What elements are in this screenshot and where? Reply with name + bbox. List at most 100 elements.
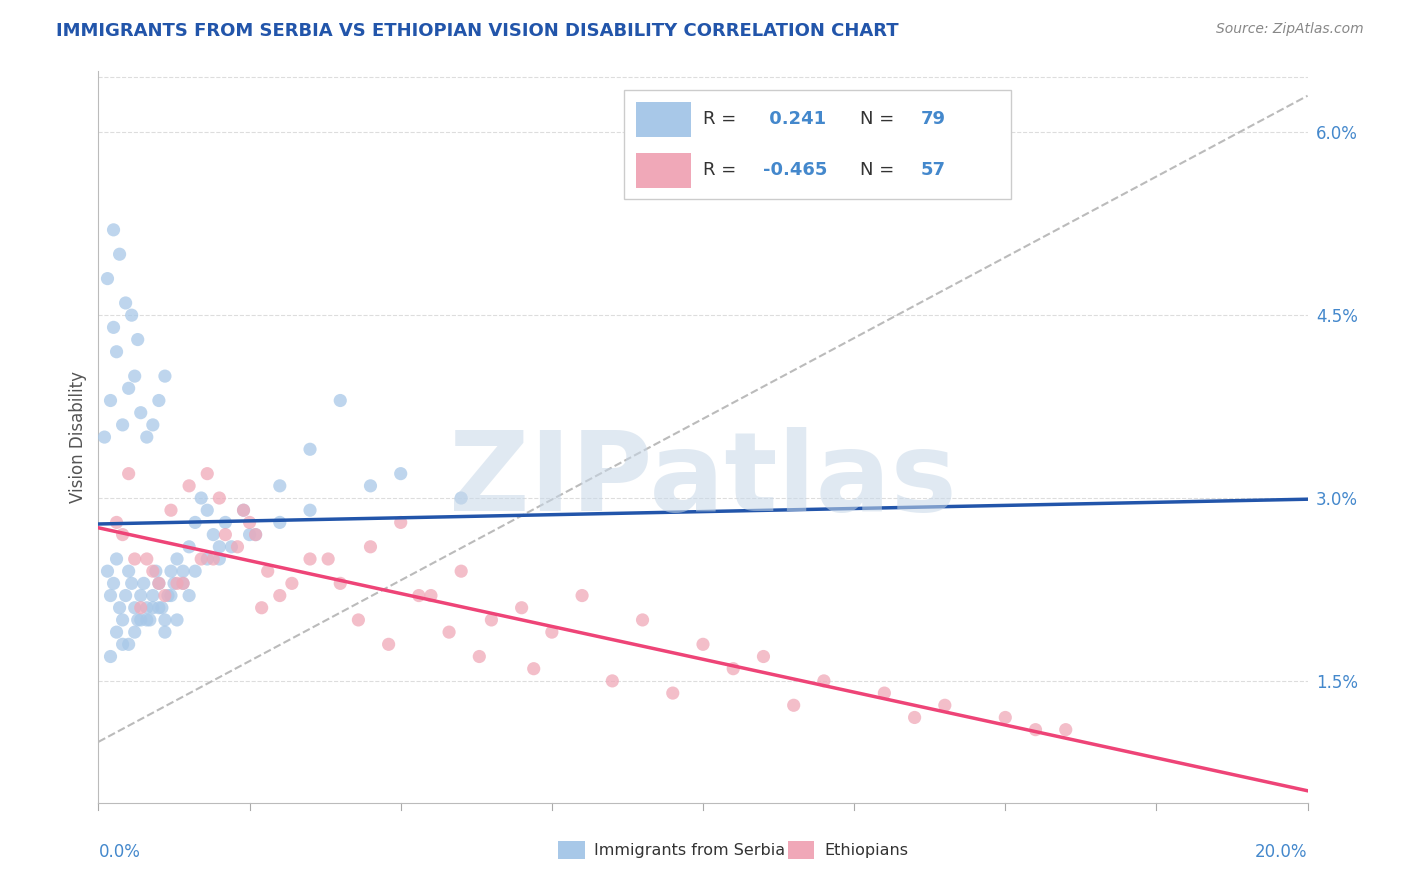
Point — [723, 662, 745, 676]
Y-axis label: Vision Disability: Vision Disability — [69, 371, 87, 503]
Point — [153, 625, 176, 640]
Point — [121, 308, 143, 322]
Point — [93, 430, 115, 444]
Point — [100, 393, 122, 408]
Text: R =: R = — [703, 110, 742, 128]
Text: 0.0%: 0.0% — [98, 843, 141, 861]
Point — [166, 576, 188, 591]
Point — [105, 516, 128, 530]
Point — [179, 589, 201, 603]
Point — [299, 552, 322, 566]
Point — [111, 417, 134, 432]
Point — [208, 552, 231, 566]
Point — [163, 576, 186, 591]
Point — [160, 503, 183, 517]
Point — [179, 479, 201, 493]
Point — [783, 698, 806, 713]
Point — [316, 552, 339, 566]
Point — [904, 710, 927, 724]
Point — [631, 613, 654, 627]
Point — [105, 344, 128, 359]
Point — [111, 527, 134, 541]
Point — [1024, 723, 1046, 737]
Point — [118, 637, 141, 651]
Point — [96, 564, 118, 578]
Text: ZIPatlas: ZIPatlas — [449, 427, 957, 534]
Point — [148, 576, 170, 591]
Point — [468, 649, 491, 664]
Point — [934, 698, 956, 713]
Point — [179, 540, 201, 554]
Point — [114, 589, 136, 603]
Text: 79: 79 — [921, 110, 946, 128]
Point — [299, 503, 322, 517]
Point — [329, 576, 352, 591]
Point — [408, 589, 430, 603]
Point — [148, 576, 170, 591]
Point — [389, 516, 412, 530]
Point — [214, 516, 236, 530]
Point — [127, 613, 149, 627]
Point — [245, 527, 267, 541]
Point — [195, 467, 218, 481]
Point — [118, 467, 141, 481]
Point — [510, 600, 533, 615]
Text: R =: R = — [703, 161, 742, 179]
Point — [172, 576, 194, 591]
Point — [124, 552, 146, 566]
Text: Ethiopians: Ethiopians — [824, 843, 908, 858]
Point — [118, 564, 141, 578]
Point — [571, 589, 593, 603]
Point — [232, 503, 254, 517]
Point — [129, 613, 152, 627]
Point — [752, 649, 775, 664]
Point — [360, 479, 382, 493]
Point — [813, 673, 835, 688]
Point — [148, 600, 170, 615]
Text: Source: ZipAtlas.com: Source: ZipAtlas.com — [1216, 22, 1364, 37]
Point — [172, 564, 194, 578]
Point — [232, 503, 254, 517]
Point — [602, 673, 624, 688]
Text: N =: N = — [860, 161, 900, 179]
Point — [994, 710, 1017, 724]
Point — [156, 589, 179, 603]
Point — [208, 491, 231, 505]
Bar — [637, 153, 690, 188]
Text: Immigrants from Serbia: Immigrants from Serbia — [595, 843, 786, 858]
Point — [129, 406, 152, 420]
Point — [239, 516, 262, 530]
Point — [437, 625, 460, 640]
Point — [195, 503, 218, 517]
Point — [160, 589, 183, 603]
Point — [118, 381, 141, 395]
Point — [100, 649, 122, 664]
FancyBboxPatch shape — [624, 90, 1011, 200]
Text: -0.465: -0.465 — [763, 161, 828, 179]
Point — [523, 662, 546, 676]
Point — [420, 589, 443, 603]
Point — [108, 247, 131, 261]
Point — [250, 600, 273, 615]
Point — [450, 491, 472, 505]
Point — [111, 613, 134, 627]
Point — [160, 564, 183, 578]
Point — [360, 540, 382, 554]
Text: N =: N = — [860, 110, 900, 128]
Point — [105, 625, 128, 640]
Point — [299, 442, 322, 457]
Point — [166, 552, 188, 566]
Point — [103, 576, 125, 591]
Text: IMMIGRANTS FROM SERBIA VS ETHIOPIAN VISION DISABILITY CORRELATION CHART: IMMIGRANTS FROM SERBIA VS ETHIOPIAN VISI… — [56, 22, 898, 40]
Point — [121, 576, 143, 591]
Point — [245, 527, 267, 541]
Bar — [637, 102, 690, 137]
Point — [96, 271, 118, 285]
Point — [540, 625, 562, 640]
Point — [661, 686, 683, 700]
Point — [124, 369, 146, 384]
Point — [172, 576, 194, 591]
Point — [108, 600, 131, 615]
Point — [481, 613, 503, 627]
Text: 57: 57 — [921, 161, 946, 179]
